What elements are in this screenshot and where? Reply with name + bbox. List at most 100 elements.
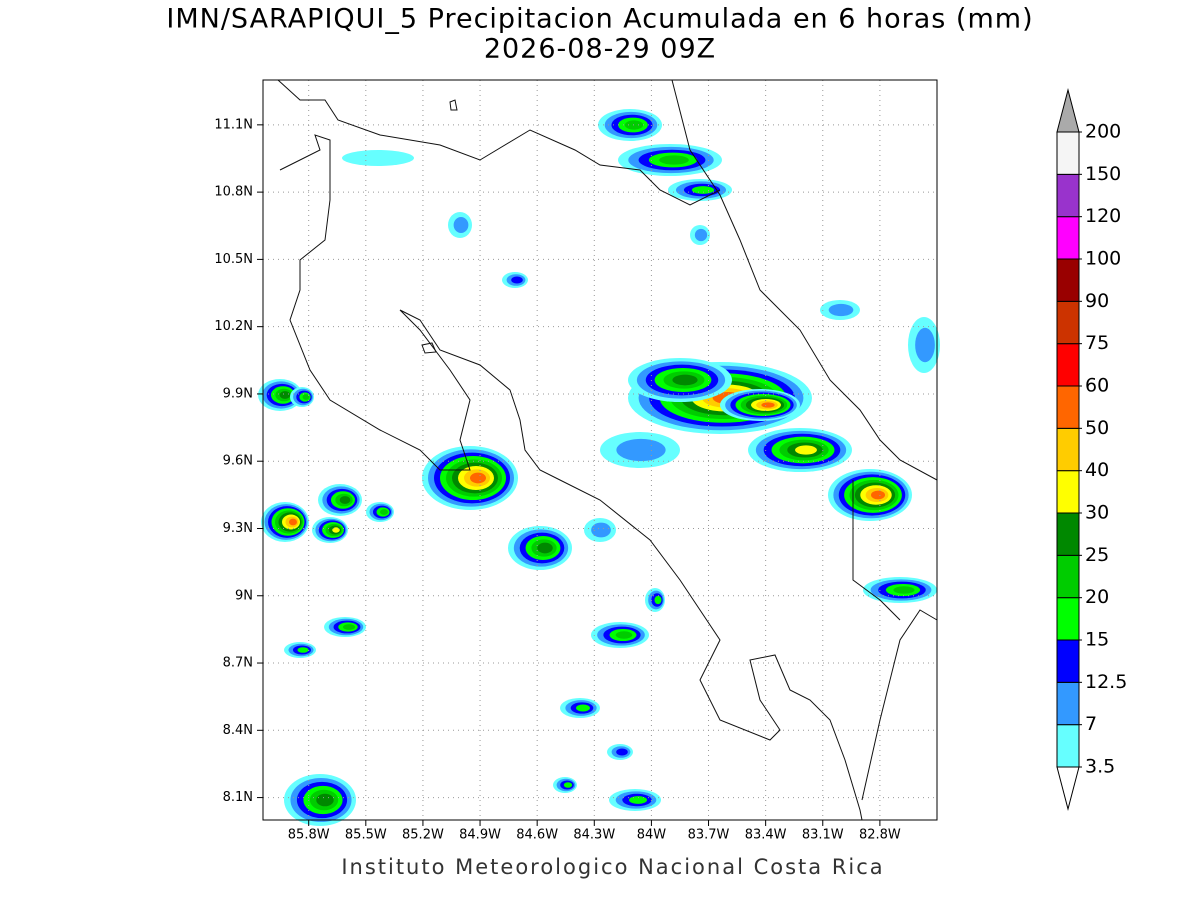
precip-contour	[591, 522, 611, 538]
precip-contour	[628, 796, 648, 804]
precip-contour	[279, 391, 291, 399]
colorbar-swatch	[1056, 131, 1080, 175]
y-tick-label: 9.6N	[223, 454, 253, 469]
precip-contour	[511, 276, 523, 284]
x-tick-label: 84.6W	[516, 828, 558, 843]
x-tick-label: 85.5W	[345, 828, 387, 843]
x-tick-label: 85.2W	[402, 828, 444, 843]
x-tick-label: 83.1W	[802, 828, 844, 843]
precip-contour	[893, 586, 915, 594]
colorbar-label: 50	[1085, 417, 1109, 439]
colorbar-label: 75	[1085, 332, 1109, 354]
precip-field	[258, 109, 940, 826]
island	[449, 99, 458, 111]
colorbar-swatch	[1056, 385, 1080, 429]
colorbar-swatch	[1056, 258, 1080, 302]
y-tick-label: 8.4N	[223, 723, 253, 738]
colorbar-swatch	[1056, 724, 1080, 768]
colorbar-swatch	[1056, 427, 1080, 472]
colorbar-label: 12.5	[1085, 671, 1127, 693]
precip-contour	[761, 402, 775, 408]
precip-contour	[537, 542, 553, 554]
colorbar-label: 7	[1085, 713, 1097, 735]
precip-contour	[316, 793, 334, 807]
precip-contour	[453, 217, 469, 233]
colorbar-label: 3.5	[1085, 756, 1115, 778]
title: IMN/SARAPIQUI_5 Precipitacion Acumulada …	[166, 4, 1033, 35]
y-tick-label: 9.3N	[223, 521, 253, 536]
precip-contour	[289, 518, 297, 526]
colorbar-swatch	[1056, 639, 1080, 683]
subtitle: 2026-08-29 09Z	[484, 34, 716, 65]
x-tick-label: 85.8W	[288, 828, 330, 843]
precip-contour	[615, 631, 633, 639]
precip-contour	[915, 327, 935, 363]
precip-contour	[470, 472, 486, 484]
colorbar-swatch	[1056, 173, 1080, 218]
colorbar-label: 150	[1085, 163, 1121, 185]
colorbar-label: 90	[1085, 290, 1109, 312]
colorbar-label: 100	[1085, 248, 1121, 270]
precip-contour	[691, 186, 715, 194]
precip-contour	[576, 704, 590, 712]
colorbar-under	[1056, 766, 1080, 811]
precip-contour	[654, 595, 662, 605]
coastline	[277, 79, 721, 206]
coastline	[861, 609, 938, 801]
colorbar-label: 40	[1085, 459, 1109, 481]
precip-contour	[616, 438, 666, 462]
border	[852, 480, 901, 621]
grid	[263, 80, 937, 820]
precip-contour	[659, 155, 689, 165]
precip-contour	[380, 509, 388, 515]
precip-contour	[616, 748, 628, 756]
y-tick-label: 11.1N	[214, 117, 253, 132]
colorbar-over	[1056, 88, 1080, 133]
colorbar-label: 20	[1085, 586, 1109, 608]
precip-contour	[871, 490, 885, 500]
colorbar-swatch	[1056, 470, 1080, 514]
y-tick-label: 10.8N	[214, 185, 253, 200]
y-tick-label: 10.5N	[214, 252, 253, 267]
colorbar-swatch	[1056, 512, 1080, 556]
precip-contour	[828, 303, 854, 317]
colorbar: 3.5 7 12.5 15 20 25 30 40 50 60 75 90 100 120 150 200	[1056, 88, 1127, 811]
axes: 85.8W 85.5W 85.2W 84.9W 84.6W 84.3W 84W 83.7W 83…	[214, 117, 901, 842]
colorbar-label: 25	[1085, 544, 1109, 566]
colorbar-label: 30	[1085, 502, 1109, 524]
footer: Instituto Meteorologico Nacional Costa R…	[341, 855, 884, 879]
colorbar-label: 200	[1085, 121, 1121, 143]
coastlines	[277, 79, 938, 821]
precip-contour	[297, 647, 309, 653]
precip-contour	[343, 624, 355, 630]
y-tick-label: 8.1N	[223, 790, 253, 805]
colorbar-label: 120	[1085, 205, 1121, 227]
precip-contour	[563, 782, 573, 788]
colorbar-label: 60	[1085, 375, 1109, 397]
colorbar-swatch	[1056, 597, 1080, 641]
colorbar-label: 15	[1085, 629, 1109, 651]
precip-contour	[302, 394, 310, 400]
y-tick-label: 9.9N	[223, 386, 253, 401]
coastline	[279, 134, 863, 821]
precip-contour	[332, 527, 340, 533]
coastline	[671, 79, 938, 481]
map-frame	[262, 79, 938, 821]
x-tick-label: 83.4W	[745, 828, 787, 843]
x-tick-label: 83.7W	[688, 828, 730, 843]
island	[421, 342, 437, 354]
x-tick-label: 84.9W	[459, 828, 501, 843]
x-tick-label: 84W	[637, 828, 667, 843]
x-tick-label: 82.8W	[859, 828, 901, 843]
colorbar-swatch	[1056, 681, 1080, 726]
precip-contour	[342, 150, 414, 166]
y-tick-label: 10.2N	[214, 319, 253, 334]
precip-contour	[795, 445, 817, 455]
precip-contour	[339, 496, 351, 504]
y-tick-label: 9N	[235, 588, 253, 603]
colorbar-swatch	[1056, 216, 1080, 260]
colorbar-swatch	[1056, 300, 1080, 345]
x-tick-label: 84.3W	[573, 828, 615, 843]
y-tick-label: 8.7N	[223, 656, 253, 671]
